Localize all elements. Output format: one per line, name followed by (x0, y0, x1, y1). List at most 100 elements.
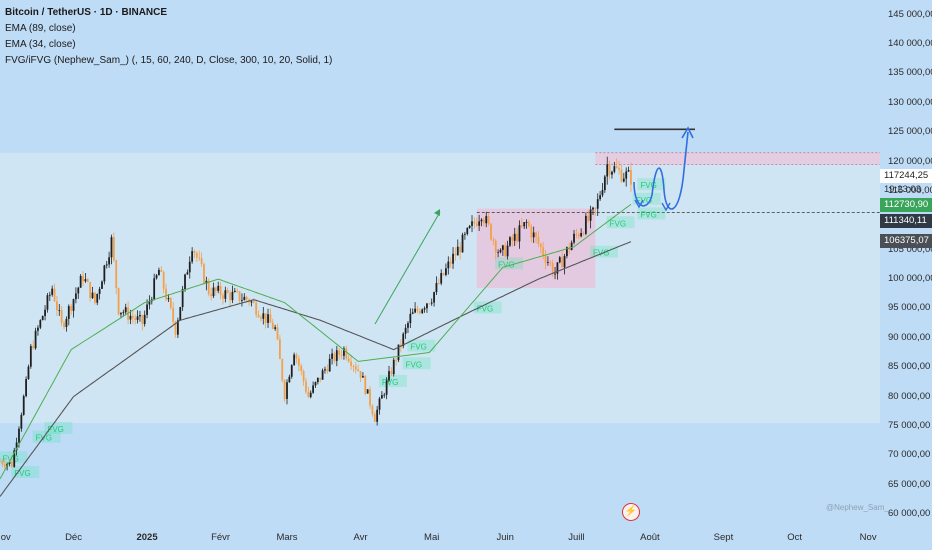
candle-body (513, 233, 516, 241)
candle-body (112, 237, 115, 261)
candle-body (392, 359, 395, 375)
candle-body (274, 327, 277, 329)
price-tick-label: 100 000,00 (888, 273, 932, 285)
candle-body (409, 313, 412, 324)
candle-body (350, 361, 352, 366)
candle-body (281, 359, 284, 381)
fvg-label: FVG (410, 343, 426, 352)
fvg-zone (606, 216, 635, 229)
fvg-label: FVG (640, 181, 656, 190)
candle-body (487, 216, 490, 224)
candle-body (347, 358, 350, 362)
candle-body (167, 298, 170, 300)
candle-body (340, 354, 343, 356)
candle-body (551, 263, 554, 274)
candle-body (214, 287, 217, 291)
candle-body (316, 377, 319, 383)
flash-icon[interactable]: ⚡ (622, 503, 640, 521)
time-tick-label: Juill (568, 532, 585, 543)
candle-body (414, 308, 416, 313)
candle-body (378, 398, 381, 410)
candle-body (222, 295, 224, 299)
candle-body (511, 237, 514, 241)
indicator-fvg[interactable]: FVG/iFVG (Nephew_Sam_) (, 15, 60, 240, D… (5, 55, 333, 66)
indicator-ema34[interactable]: EMA (34, close) (5, 39, 76, 50)
candle-body (172, 307, 175, 322)
candle-body (333, 353, 336, 361)
candle-body (577, 234, 580, 237)
candle-body (473, 221, 476, 224)
candle-body (25, 379, 27, 397)
candle-body (165, 288, 167, 300)
candle-body (335, 350, 338, 361)
candle-body (41, 316, 44, 321)
fvg-zone (407, 339, 436, 352)
candle-body (620, 169, 623, 182)
candle-body (141, 315, 144, 324)
candle-body (520, 225, 523, 227)
candle-body (264, 313, 267, 323)
candle-body (32, 346, 35, 349)
candle-body (27, 366, 30, 380)
indicator-ema89[interactable]: EMA (89, close) (5, 23, 76, 34)
candle-body (594, 207, 597, 209)
candle-body (75, 293, 77, 300)
candle-body (257, 314, 260, 318)
candle-body (63, 322, 65, 328)
candle-body (91, 292, 94, 299)
candle-body (499, 249, 502, 253)
candle-body (345, 348, 348, 359)
candle-body (554, 273, 556, 275)
candle-body (56, 301, 58, 311)
trend-arrow-head (434, 209, 440, 216)
candle-body (599, 195, 602, 200)
candle-body (354, 366, 357, 370)
price-tick-label: 135 000,00 (888, 67, 932, 79)
fvg-zone (589, 245, 618, 258)
candle-body (454, 253, 457, 256)
candle-body (575, 233, 578, 235)
candle-body (328, 358, 331, 372)
candle-body (601, 190, 604, 196)
candle-body (542, 247, 545, 256)
candle-body (326, 369, 329, 372)
candle-body (440, 273, 443, 284)
candle-body (300, 365, 303, 371)
candle-body (269, 314, 272, 323)
candle-body (501, 245, 504, 250)
candle-body (195, 252, 198, 258)
projection-dip-head-2 (661, 202, 671, 212)
fvg-label: FVG (406, 360, 422, 369)
candle-body (188, 261, 191, 273)
candle-body (547, 262, 549, 263)
candle-body (205, 280, 208, 284)
ema34-price-tag: 112730,90 (880, 198, 932, 212)
candle-body (407, 323, 409, 328)
candle-body (324, 369, 326, 371)
candle-body (146, 304, 148, 315)
candle-body (530, 226, 533, 238)
candle-body (584, 215, 587, 234)
candle-body (539, 244, 542, 248)
candle-body (535, 232, 537, 237)
price-tick-label: 125 000,00 (888, 126, 932, 138)
candle-body (103, 265, 106, 282)
candle-body (558, 257, 561, 263)
price-tick-label: 75 000,00 (888, 419, 931, 431)
fvg-zone (632, 192, 661, 205)
price-tick-label: 85 000,00 (888, 361, 931, 373)
fvg-zone (32, 430, 61, 443)
candle-body (312, 385, 314, 393)
time-tick-label: Nov (0, 532, 11, 543)
candle-body (51, 288, 54, 295)
candle-body (260, 317, 262, 319)
author-watermark: @Nephew_Sam_ (826, 503, 889, 512)
candle-body (65, 318, 68, 328)
fvg-zone (637, 207, 666, 220)
candle-body (181, 289, 184, 308)
candle-body (131, 315, 134, 318)
candle-body (399, 344, 402, 347)
candle-body (105, 264, 108, 266)
fvg-zone (637, 178, 666, 191)
